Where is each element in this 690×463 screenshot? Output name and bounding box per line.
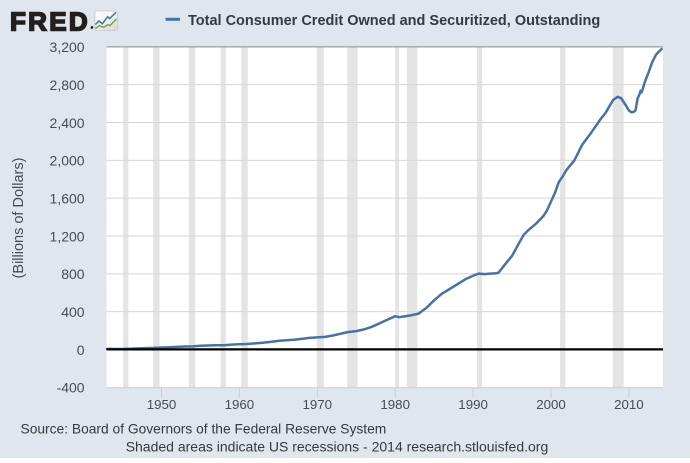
svg-text:3,200: 3,200: [50, 39, 85, 55]
svg-text:2000: 2000: [536, 397, 566, 412]
svg-text:1990: 1990: [458, 397, 488, 412]
svg-text:2,800: 2,800: [50, 77, 85, 93]
svg-text:400: 400: [61, 304, 85, 320]
svg-text:2010: 2010: [614, 397, 644, 412]
svg-text:1,600: 1,600: [50, 191, 85, 207]
svg-text:1950: 1950: [147, 397, 177, 412]
svg-text:1,200: 1,200: [50, 228, 85, 244]
svg-text:1970: 1970: [303, 397, 333, 412]
svg-text:-400: -400: [57, 380, 85, 396]
svg-text:Total Consumer Credit Owned an: Total Consumer Credit Owned and Securiti…: [188, 13, 600, 29]
svg-text:1960: 1960: [225, 397, 255, 412]
svg-text:Source: Board of Governors of: Source: Board of Governors of the Federa…: [21, 422, 387, 437]
svg-text:800: 800: [61, 266, 85, 282]
svg-text:(Billions of Dollars): (Billions of Dollars): [11, 158, 27, 279]
svg-text:0: 0: [77, 342, 85, 358]
svg-text:Shaded areas indicate US reces: Shaded areas indicate US recessions - 20…: [126, 439, 549, 455]
svg-text:2,000: 2,000: [50, 153, 85, 169]
svg-text:2,400: 2,400: [50, 115, 85, 131]
svg-text:FRED: FRED: [10, 7, 90, 37]
svg-text:1980: 1980: [380, 397, 410, 412]
